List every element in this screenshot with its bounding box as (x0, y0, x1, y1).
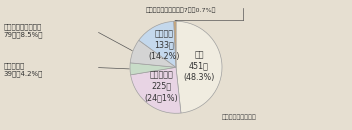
Text: 面識なし
133件
(14.2%): 面識なし 133件 (14.2%) (148, 29, 180, 61)
Wedge shape (176, 21, 222, 113)
Text: 職場関係者
39件（4.2%）: 職場関係者 39件（4.2%） (4, 62, 43, 77)
Wedge shape (130, 63, 176, 75)
Wedge shape (139, 21, 176, 67)
Wedge shape (174, 21, 176, 67)
Text: 注：解決事件を除く: 注：解決事件を除く (222, 114, 257, 120)
Text: その他（面識あり）
79件（8.5%）: その他（面識あり） 79件（8.5%） (4, 23, 43, 38)
Wedge shape (130, 40, 176, 67)
Wedge shape (131, 67, 181, 113)
Text: 知人・友人
225件
(24：1%): 知人・友人 225件 (24：1%) (145, 71, 178, 102)
Text: 被害者なし（予備罪）7件（0.7%）: 被害者なし（予備罪）7件（0.7%） (146, 8, 216, 13)
Text: 親族
451件
(48.3%): 親族 451件 (48.3%) (183, 50, 215, 82)
